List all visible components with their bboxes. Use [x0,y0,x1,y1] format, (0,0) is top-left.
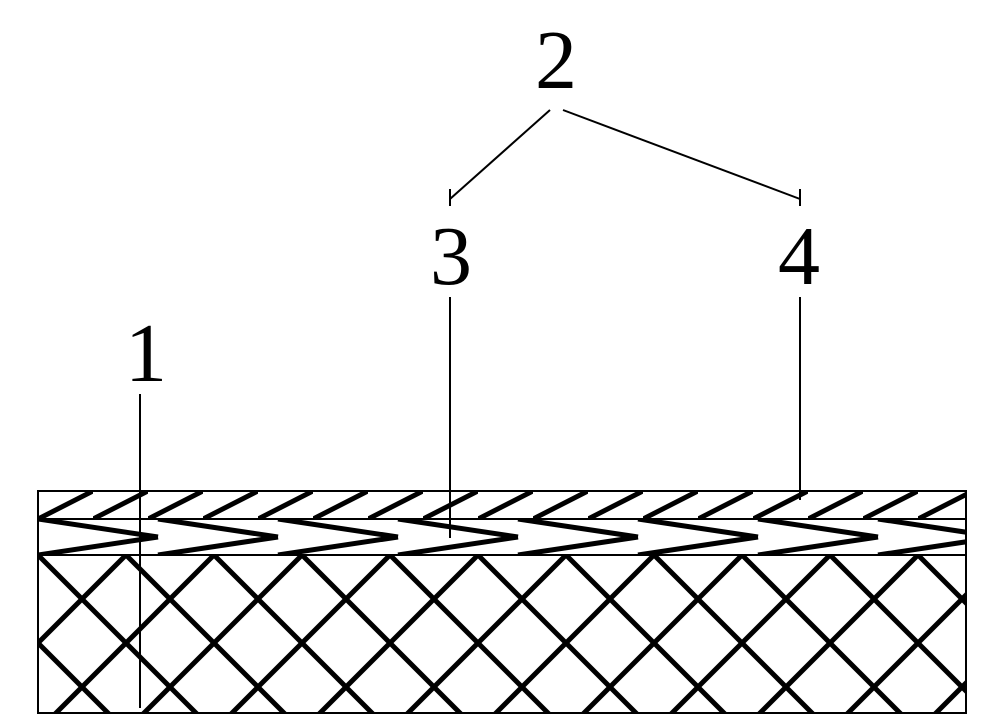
label-4: 4 [778,208,820,305]
diagram-stage: 1 2 3 4 [0,0,1000,718]
label-1: 1 [125,305,167,402]
leader-brace_right [563,110,800,199]
layer-1-crosshatch [38,555,966,713]
label-2: 2 [535,12,577,109]
layer-4-diagonal-hatch [38,491,966,519]
leader-brace_left [450,110,550,199]
label-3: 3 [430,208,472,305]
